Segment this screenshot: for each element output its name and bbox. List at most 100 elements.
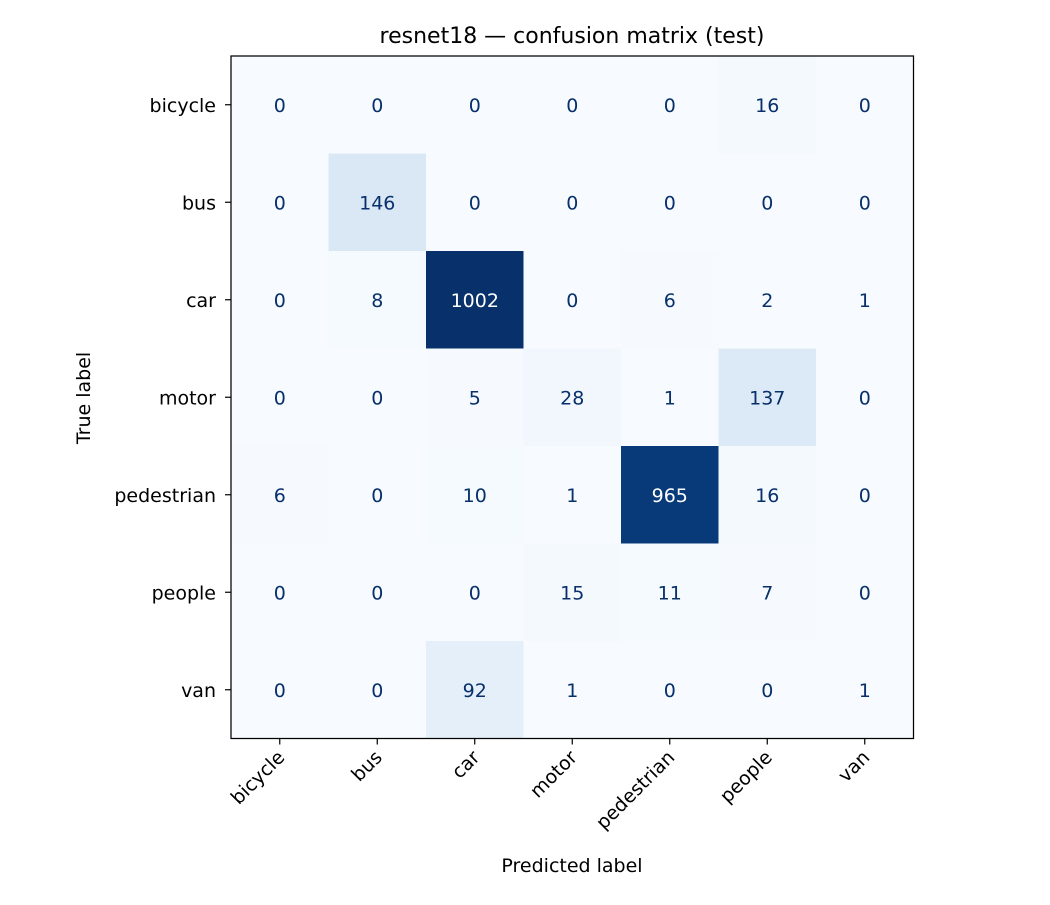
cell-value-bicycle-bicycle: 0 bbox=[274, 95, 286, 117]
cell-motor-people bbox=[718, 348, 817, 447]
cell-pedestrian-car bbox=[426, 446, 524, 544]
cell-value-bus-car: 0 bbox=[469, 192, 481, 214]
y-tick-label-people: people bbox=[152, 582, 216, 604]
cell-value-people-car: 0 bbox=[469, 582, 481, 604]
cell-value-van-van: 1 bbox=[859, 680, 871, 702]
cell-value-car-van: 1 bbox=[859, 290, 871, 312]
cell-value-pedestrian-car: 10 bbox=[463, 485, 487, 507]
cell-value-van-bicycle: 0 bbox=[274, 680, 286, 702]
x-tick-label-people: people bbox=[716, 746, 777, 807]
cell-value-labels: 0 0 0 0 0 16 00 146 0 0 0 0 00 8 1002 0 6 2 10 0 5 28 1 137 06 0 1… bbox=[274, 95, 871, 702]
cell-value-car-motor: 0 bbox=[566, 290, 578, 312]
cell-value-motor-people: 137 bbox=[749, 387, 785, 409]
cell-people-people bbox=[718, 543, 817, 642]
cell-car-pedestrian bbox=[621, 251, 719, 349]
cell-value-van-bus: 0 bbox=[371, 680, 383, 702]
cell-motor-bicycle bbox=[231, 348, 329, 447]
cell-value-people-pedestrian: 11 bbox=[658, 582, 682, 604]
cell-value-people-van: 0 bbox=[859, 582, 871, 604]
cell-value-bicycle-van: 0 bbox=[859, 95, 871, 117]
cell-motor-bus bbox=[328, 348, 427, 447]
cell-bus-bus bbox=[328, 153, 427, 252]
cell-bicycle-van bbox=[816, 56, 914, 154]
cell-bicycle-car bbox=[426, 56, 524, 154]
cell-car-car bbox=[426, 251, 524, 349]
y-axis-label: True label bbox=[73, 352, 95, 445]
cell-value-pedestrian-bus: 0 bbox=[371, 485, 383, 507]
cell-van-car bbox=[426, 641, 524, 739]
x-axis-ticks: bicycle bus car motor pedestrian people van bbox=[227, 738, 874, 834]
cell-motor-motor bbox=[523, 348, 622, 447]
cell-motor-pedestrian bbox=[621, 348, 719, 447]
x-tick-label-car: car bbox=[448, 746, 485, 783]
y-tick-label-car: car bbox=[186, 290, 216, 312]
cell-pedestrian-pedestrian bbox=[621, 446, 719, 544]
cell-van-bicycle bbox=[231, 641, 329, 739]
cell-value-van-motor: 1 bbox=[566, 680, 578, 702]
cell-car-motor bbox=[523, 251, 622, 349]
cell-pedestrian-van bbox=[816, 446, 914, 544]
cell-van-bus bbox=[328, 641, 427, 739]
cell-value-bicycle-motor: 0 bbox=[566, 95, 578, 117]
cell-bus-motor bbox=[523, 153, 622, 252]
cell-bus-bicycle bbox=[231, 153, 329, 252]
cell-value-bicycle-pedestrian: 0 bbox=[664, 95, 676, 117]
cell-value-bus-van: 0 bbox=[859, 192, 871, 214]
cell-value-car-bicycle: 0 bbox=[274, 290, 286, 312]
cell-people-car bbox=[426, 543, 524, 642]
y-tick-label-bicycle: bicycle bbox=[150, 95, 216, 117]
cell-value-motor-car: 5 bbox=[469, 387, 481, 409]
cell-van-van bbox=[816, 641, 914, 739]
cell-value-bus-bicycle: 0 bbox=[274, 192, 286, 214]
cell-people-pedestrian bbox=[621, 543, 719, 642]
cell-car-bicycle bbox=[231, 251, 329, 349]
cell-value-pedestrian-motor: 1 bbox=[566, 485, 578, 507]
cell-car-people bbox=[718, 251, 817, 349]
cell-value-bicycle-bus: 0 bbox=[371, 95, 383, 117]
cell-bicycle-pedestrian bbox=[621, 56, 719, 154]
cell-value-van-car: 92 bbox=[463, 680, 487, 702]
cell-value-motor-motor: 28 bbox=[560, 387, 584, 409]
cell-bus-pedestrian bbox=[621, 153, 719, 252]
cell-value-car-people: 2 bbox=[761, 290, 773, 312]
cell-value-bus-pedestrian: 0 bbox=[664, 192, 676, 214]
cell-value-people-bus: 0 bbox=[371, 582, 383, 604]
cell-value-pedestrian-people: 16 bbox=[755, 485, 779, 507]
x-tick-label-bicycle: bicycle bbox=[227, 746, 290, 809]
cell-van-motor bbox=[523, 641, 622, 739]
cell-value-motor-pedestrian: 1 bbox=[664, 387, 676, 409]
cell-value-bus-motor: 0 bbox=[566, 192, 578, 214]
cell-value-car-car: 1002 bbox=[451, 290, 499, 312]
cell-motor-van bbox=[816, 348, 914, 447]
cell-value-bicycle-car: 0 bbox=[469, 95, 481, 117]
cell-value-car-pedestrian: 6 bbox=[664, 290, 676, 312]
cell-van-pedestrian bbox=[621, 641, 719, 739]
cell-pedestrian-bus bbox=[328, 446, 427, 544]
y-tick-label-van: van bbox=[181, 680, 216, 702]
y-tick-label-motor: motor bbox=[159, 387, 216, 409]
cell-people-bicycle bbox=[231, 543, 329, 642]
cell-value-motor-van: 0 bbox=[859, 387, 871, 409]
x-tick-label-bus: bus bbox=[347, 746, 387, 786]
cell-people-motor bbox=[523, 543, 622, 642]
cell-motor-car bbox=[426, 348, 524, 447]
cell-bus-car bbox=[426, 153, 524, 252]
cell-value-bus-people: 0 bbox=[761, 192, 773, 214]
cell-value-pedestrian-pedestrian: 965 bbox=[652, 485, 688, 507]
cell-value-van-pedestrian: 0 bbox=[664, 680, 676, 702]
heatmap-cells bbox=[231, 56, 914, 739]
cell-pedestrian-bicycle bbox=[231, 446, 329, 544]
cell-people-van bbox=[816, 543, 914, 642]
cell-value-motor-bicycle: 0 bbox=[274, 387, 286, 409]
cell-value-bus-bus: 146 bbox=[359, 192, 395, 214]
cell-value-pedestrian-bicycle: 6 bbox=[274, 485, 286, 507]
cell-bus-van bbox=[816, 153, 914, 252]
cell-value-people-motor: 15 bbox=[560, 582, 584, 604]
cell-van-people bbox=[718, 641, 817, 739]
cell-bicycle-people bbox=[718, 56, 817, 154]
x-axis-label: Predicted label bbox=[501, 855, 642, 877]
cell-bicycle-bicycle bbox=[231, 56, 329, 154]
cell-value-van-people: 0 bbox=[761, 680, 773, 702]
